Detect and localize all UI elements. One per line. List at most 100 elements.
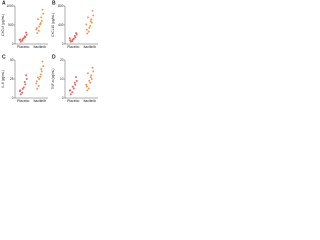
data-point xyxy=(21,91,24,94)
x-tick-label: Placebo xyxy=(17,45,29,49)
data-point xyxy=(74,83,77,86)
y-tick-label: 0 xyxy=(12,42,14,46)
data-point xyxy=(37,29,40,32)
data-point xyxy=(90,74,93,77)
data-point xyxy=(18,90,21,93)
data-point xyxy=(89,24,92,27)
data-point xyxy=(92,14,95,17)
data-point xyxy=(25,78,28,80)
y-tick-label: 800 xyxy=(58,4,64,8)
data-point xyxy=(89,76,92,79)
data-point xyxy=(72,87,75,90)
data-point xyxy=(22,86,25,89)
data-point xyxy=(87,30,90,33)
data-point xyxy=(86,32,89,35)
x-tick-label: Placebo xyxy=(17,99,29,103)
data-point xyxy=(71,91,74,94)
data-point xyxy=(23,35,26,38)
data-point xyxy=(35,28,38,31)
data-point xyxy=(89,81,92,84)
data-point xyxy=(25,74,28,77)
y-tick-label: 1000 xyxy=(6,4,13,8)
data-point xyxy=(39,73,42,76)
data-point xyxy=(38,78,41,80)
y-axis-label: CXCL9 (pg/mL) xyxy=(1,14,5,36)
data-point xyxy=(40,16,43,19)
data-point xyxy=(71,85,74,88)
data-point xyxy=(75,32,78,35)
x-tick-label: Placebo xyxy=(67,99,79,103)
data-point xyxy=(25,33,28,36)
data-point xyxy=(40,19,43,22)
panel-label: D xyxy=(52,54,56,60)
data-point xyxy=(69,93,72,96)
data-point xyxy=(42,12,45,15)
data-point xyxy=(75,76,78,79)
data-point xyxy=(35,80,38,83)
panel-label: B xyxy=(52,0,56,6)
data-point xyxy=(38,25,41,28)
data-point xyxy=(68,89,71,92)
y-tick-label: 0 xyxy=(62,96,64,100)
data-point xyxy=(88,26,91,29)
data-point xyxy=(36,87,39,90)
data-point xyxy=(92,70,95,73)
data-point xyxy=(85,23,88,26)
data-point xyxy=(23,81,26,84)
data-point xyxy=(85,83,88,86)
data-point xyxy=(88,79,91,82)
data-point xyxy=(87,87,90,90)
x-tick-label: Itacitinib xyxy=(34,45,47,49)
y-axis-label: CXCL10 (pg/mL) xyxy=(51,13,55,37)
data-point xyxy=(36,76,39,79)
data-point xyxy=(90,78,93,80)
y-tick-label: 0 xyxy=(62,42,64,46)
x-tick-label: Itacitinib xyxy=(84,45,97,49)
data-point xyxy=(69,40,72,43)
data-point xyxy=(85,85,88,88)
y-tick-label: 25 xyxy=(10,77,14,81)
data-point xyxy=(71,40,74,43)
x-tick-label: Itacitinib xyxy=(34,99,47,103)
data-point xyxy=(75,79,78,82)
data-point xyxy=(91,66,94,69)
y-tick-label: 10 xyxy=(60,77,64,81)
data-point xyxy=(24,83,27,86)
data-point xyxy=(36,18,39,21)
y-tick-label: 50 xyxy=(10,58,14,62)
data-point xyxy=(73,81,76,84)
panel-label: C xyxy=(2,54,6,60)
data-point xyxy=(18,38,21,41)
data-point xyxy=(21,87,24,90)
y-tick-label: 500 xyxy=(8,23,14,27)
x-tick-label: Placebo xyxy=(67,45,79,49)
y-tick-label: 400 xyxy=(58,23,64,27)
data-point xyxy=(86,16,89,19)
data-point xyxy=(41,60,44,63)
data-point xyxy=(85,28,88,31)
data-point xyxy=(68,37,71,40)
data-point xyxy=(21,39,24,42)
y-tick-label: 0 xyxy=(12,96,14,100)
y-tick-label: 20 xyxy=(60,58,64,62)
data-point xyxy=(86,72,89,75)
data-point xyxy=(86,89,89,92)
data-point xyxy=(39,22,42,25)
data-point xyxy=(19,40,22,43)
data-point xyxy=(90,18,93,21)
y-axis-label: IL-6 (pg/mL) xyxy=(1,70,5,87)
data-point xyxy=(19,93,22,96)
data-point xyxy=(40,70,43,73)
data-point xyxy=(89,20,92,23)
y-axis-label: TNF-α (pg/mL) xyxy=(51,69,55,90)
data-point xyxy=(35,82,38,85)
x-tick-label: Itacitinib xyxy=(84,99,97,103)
data-point xyxy=(40,68,43,71)
data-point xyxy=(35,27,38,30)
data-point xyxy=(90,21,93,24)
data-point xyxy=(41,8,44,11)
data-point xyxy=(91,9,94,12)
data-point xyxy=(36,31,39,34)
data-point xyxy=(21,38,24,41)
